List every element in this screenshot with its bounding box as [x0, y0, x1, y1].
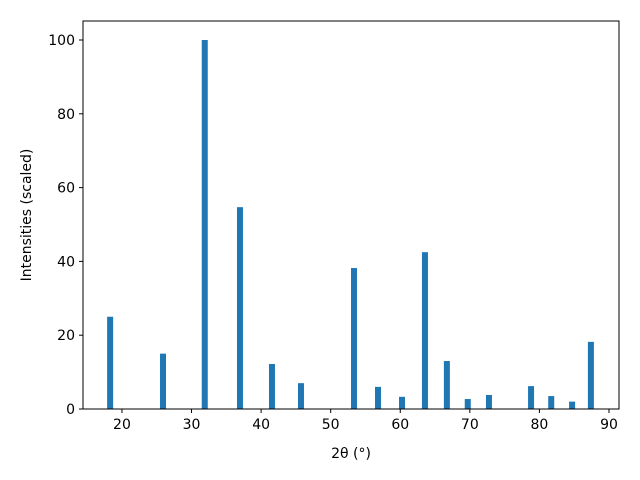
x-tick-label: 50 [322, 417, 340, 433]
bar [443, 361, 450, 409]
bar [374, 386, 381, 409]
bar [268, 363, 275, 409]
y-tick-label: 0 [66, 402, 75, 418]
plot-frame [82, 20, 620, 410]
y-tick-label: 60 [57, 181, 75, 197]
bar [297, 383, 304, 409]
y-tick-label: 20 [57, 328, 75, 344]
bar [236, 207, 243, 409]
y-tick-label: 80 [57, 107, 75, 123]
x-tick-label: 60 [391, 417, 409, 433]
y-tick-label: 40 [57, 254, 75, 270]
x-tick-label: 90 [600, 417, 618, 433]
x-tick-label: 80 [530, 417, 548, 433]
bar [569, 401, 576, 409]
bar [398, 396, 405, 409]
bar [587, 341, 594, 409]
y-tick-label: 100 [48, 33, 75, 49]
x-axis-label: 2θ (°) [331, 446, 371, 462]
x-tick-label: 30 [183, 417, 201, 433]
y-axis-label: Intensities (scaled) [19, 149, 35, 282]
bar [107, 316, 114, 409]
x-tick-label: 40 [252, 417, 270, 433]
x-tick-label: 70 [461, 417, 479, 433]
bar [548, 396, 555, 409]
bar [485, 394, 492, 409]
x-tick-label: 20 [113, 417, 131, 433]
bar [528, 386, 535, 409]
bar [464, 399, 471, 409]
bar [201, 40, 208, 410]
bar [160, 353, 167, 409]
bar [350, 268, 357, 409]
bar [421, 252, 428, 409]
